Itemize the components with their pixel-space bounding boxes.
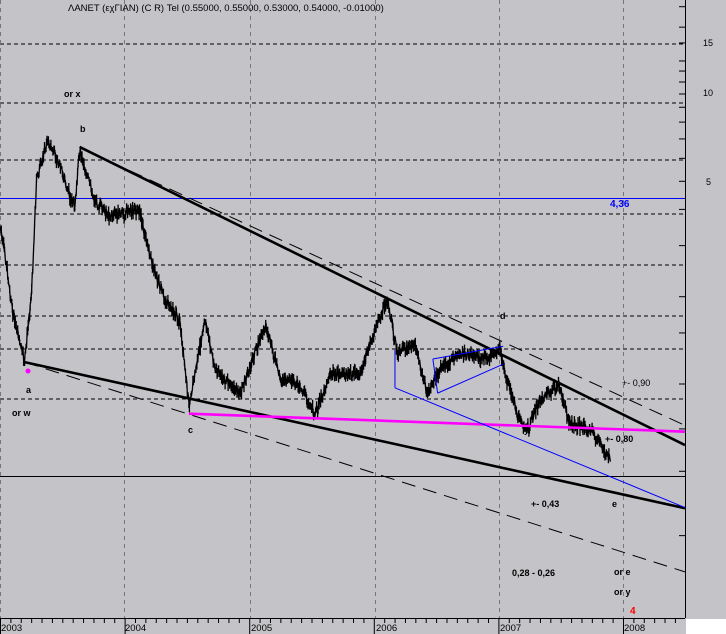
annotation-0-43: +- 0,43: [531, 499, 560, 509]
annotation-count-4: 4: [630, 606, 636, 617]
annotation-y: y: [524, 425, 530, 435]
trend-line: [78, 145, 686, 447]
price-line: [0, 135, 612, 464]
x-tick-label: 2005: [251, 623, 273, 634]
trend-line: [394, 387, 686, 508]
trend-line: [432, 358, 439, 394]
annotation-target-range: 0,28 - 0,26: [512, 568, 556, 578]
wave-marker-dot: [25, 368, 31, 374]
annotation-or-x: or x: [64, 89, 81, 99]
trend-line: [24, 360, 686, 510]
annotation-e: e: [612, 499, 618, 509]
x-tick-label: 2007: [500, 623, 522, 634]
trend-line: [432, 345, 504, 360]
y-tick-label: 5: [705, 177, 711, 187]
annotation-b: b: [80, 124, 86, 134]
annotation-c: c: [188, 425, 194, 435]
chart-title: ΛΑΝΕΤ (εχΓΙΑΝ) (C R) Tel (0.55000, 0.550…: [68, 3, 384, 14]
annotation-level-4-36: 4,36: [610, 199, 630, 210]
corner-blank: [686, 619, 726, 634]
y-tick-label: 15: [702, 38, 713, 48]
trend-line: [24, 361, 686, 573]
trend-line: [89, 151, 686, 426]
annotation-a: a: [26, 385, 32, 395]
x-tick-label: 2004: [125, 623, 147, 634]
annotation-or-w: or w: [12, 408, 31, 418]
annotation-0-80: +- 0,80: [605, 434, 634, 444]
y-tick-label: 10: [702, 88, 713, 98]
annotation-or-y: or y: [614, 587, 631, 597]
trend-line: [188, 412, 686, 433]
x-tick-label: 2006: [376, 623, 398, 634]
x-tick-label: 2008: [624, 623, 646, 634]
annotation-0-90: +- 0,90: [622, 378, 651, 388]
x-tick-label: 2003: [1, 623, 23, 634]
annotation-or-e: or e: [614, 567, 631, 577]
annotation-d: d: [500, 311, 506, 321]
trend-line: [437, 363, 504, 394]
